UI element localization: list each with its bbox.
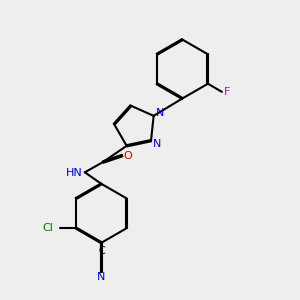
Text: N: N [153,139,162,148]
Text: HN: HN [66,168,83,178]
Text: N: N [97,272,106,282]
Text: O: O [124,151,133,160]
Text: N: N [156,108,164,118]
Text: C: C [98,246,105,256]
Text: Cl: Cl [42,223,53,233]
Text: F: F [224,87,230,97]
